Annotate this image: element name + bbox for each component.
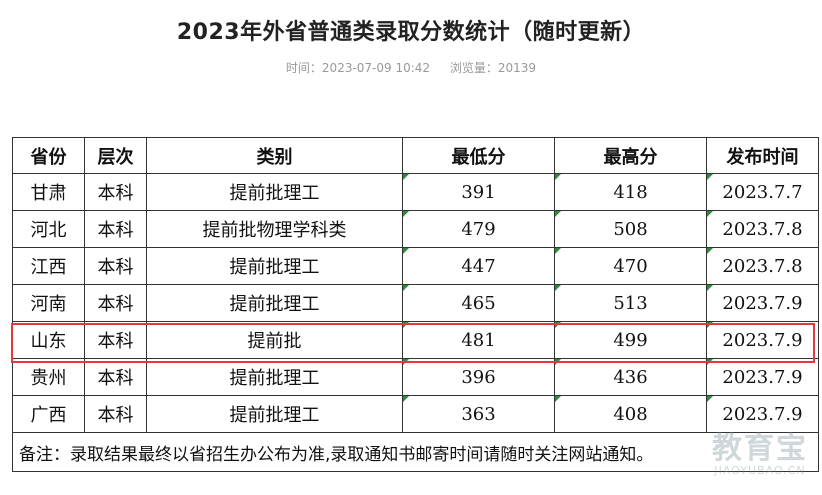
cell-min-score: 447 bbox=[402, 247, 555, 285]
table-note: 备注：录取结果最终以省招生办公布为准,录取通知书邮寄时间请随时关注网站通知。 bbox=[12, 432, 819, 472]
cell-max-score: 436 bbox=[554, 358, 707, 396]
cell-category: 提前批理工 bbox=[146, 247, 403, 285]
cell-publish-date: 2023.7.9 bbox=[706, 321, 819, 359]
header-category: 类别 bbox=[146, 137, 403, 174]
header-max-score: 最高分 bbox=[554, 137, 707, 174]
cell-category: 提前批理工 bbox=[146, 173, 403, 211]
cell-publish-date: 2023.7.9 bbox=[706, 395, 819, 433]
watermark-domain: JIAOYUBAO.CN bbox=[714, 464, 806, 477]
cell-level: 本科 bbox=[84, 321, 147, 359]
table-row-highlighted: 山东 本科 提前批 481 499 2023.7.9 bbox=[12, 321, 819, 359]
cell-category: 提前批 bbox=[146, 321, 403, 359]
cell-province: 江西 bbox=[12, 247, 85, 285]
cell-publish-date: 2023.7.7 bbox=[706, 173, 819, 211]
cell-min-score: 363 bbox=[402, 395, 555, 433]
cell-min-score: 479 bbox=[402, 210, 555, 248]
article-meta: 时间：2023-07-09 10:42 浏览量：20139 bbox=[0, 59, 822, 76]
cell-publish-date: 2023.7.9 bbox=[706, 358, 819, 396]
cell-level: 本科 bbox=[84, 210, 147, 248]
cell-category: 提前批理工 bbox=[146, 358, 403, 396]
cell-max-score: 418 bbox=[554, 173, 707, 211]
cell-min-score: 396 bbox=[402, 358, 555, 396]
page-title: 2023年外省普通类录取分数统计（随时更新） bbox=[176, 20, 646, 45]
header-min-score: 最低分 bbox=[402, 137, 555, 174]
header-publish-date: 发布时间 bbox=[706, 137, 819, 174]
cell-province: 贵州 bbox=[12, 358, 85, 396]
cell-min-score: 391 bbox=[402, 173, 555, 211]
table-note-row: 备注：录取结果最终以省招生办公布为准,录取通知书邮寄时间请随时关注网站通知。 bbox=[12, 432, 819, 472]
watermark-text: 教育宝 bbox=[712, 431, 808, 466]
cell-publish-date: 2023.7.8 bbox=[706, 247, 819, 285]
cell-category: 提前批理工 bbox=[146, 284, 403, 322]
cell-level: 本科 bbox=[84, 358, 147, 396]
cell-province: 山东 bbox=[12, 321, 85, 359]
publish-time: 时间：2023-07-09 10:42 bbox=[285, 61, 431, 75]
table-header-row: 省份 层次 类别 最低分 最高分 发布时间 bbox=[12, 137, 819, 174]
table-row: 河南 本科 提前批理工 465 513 2023.7.9 bbox=[12, 284, 819, 322]
table-row: 贵州 本科 提前批理工 396 436 2023.7.9 bbox=[12, 358, 819, 396]
cell-min-score: 481 bbox=[402, 321, 555, 359]
cell-province: 甘肃 bbox=[12, 173, 85, 211]
cell-publish-date: 2023.7.9 bbox=[706, 284, 819, 322]
cell-category: 提前批物理学科类 bbox=[146, 210, 403, 248]
watermark-logo: 教育宝 JIAOYUBAO.CN bbox=[712, 431, 808, 478]
cell-max-score: 508 bbox=[554, 210, 707, 248]
cell-level: 本科 bbox=[84, 247, 147, 285]
cell-level: 本科 bbox=[84, 284, 147, 322]
score-table: 省份 层次 类别 最低分 最高分 发布时间 甘肃 本科 提前批理工 391 41… bbox=[12, 137, 819, 472]
cell-max-score: 499 bbox=[554, 321, 707, 359]
cell-max-score: 470 bbox=[554, 247, 707, 285]
header-level: 层次 bbox=[84, 137, 147, 174]
cell-category: 提前批理工 bbox=[146, 395, 403, 433]
header-province: 省份 bbox=[12, 137, 85, 174]
cell-province: 河南 bbox=[12, 284, 85, 322]
cell-level: 本科 bbox=[84, 395, 147, 433]
table-row: 河北 本科 提前批物理学科类 479 508 2023.7.8 bbox=[12, 210, 819, 248]
cell-max-score: 408 bbox=[554, 395, 707, 433]
table-row: 甘肃 本科 提前批理工 391 418 2023.7.7 bbox=[12, 173, 819, 211]
cell-level: 本科 bbox=[84, 173, 147, 211]
cell-max-score: 513 bbox=[554, 284, 707, 322]
cell-province: 广西 bbox=[12, 395, 85, 433]
cell-min-score: 465 bbox=[402, 284, 555, 322]
cell-province: 河北 bbox=[12, 210, 85, 248]
table-row: 广西 本科 提前批理工 363 408 2023.7.9 bbox=[12, 395, 819, 433]
view-count: 浏览量：20139 bbox=[449, 61, 537, 75]
cell-publish-date: 2023.7.8 bbox=[706, 210, 819, 248]
table-row: 江西 本科 提前批理工 447 470 2023.7.8 bbox=[12, 247, 819, 285]
